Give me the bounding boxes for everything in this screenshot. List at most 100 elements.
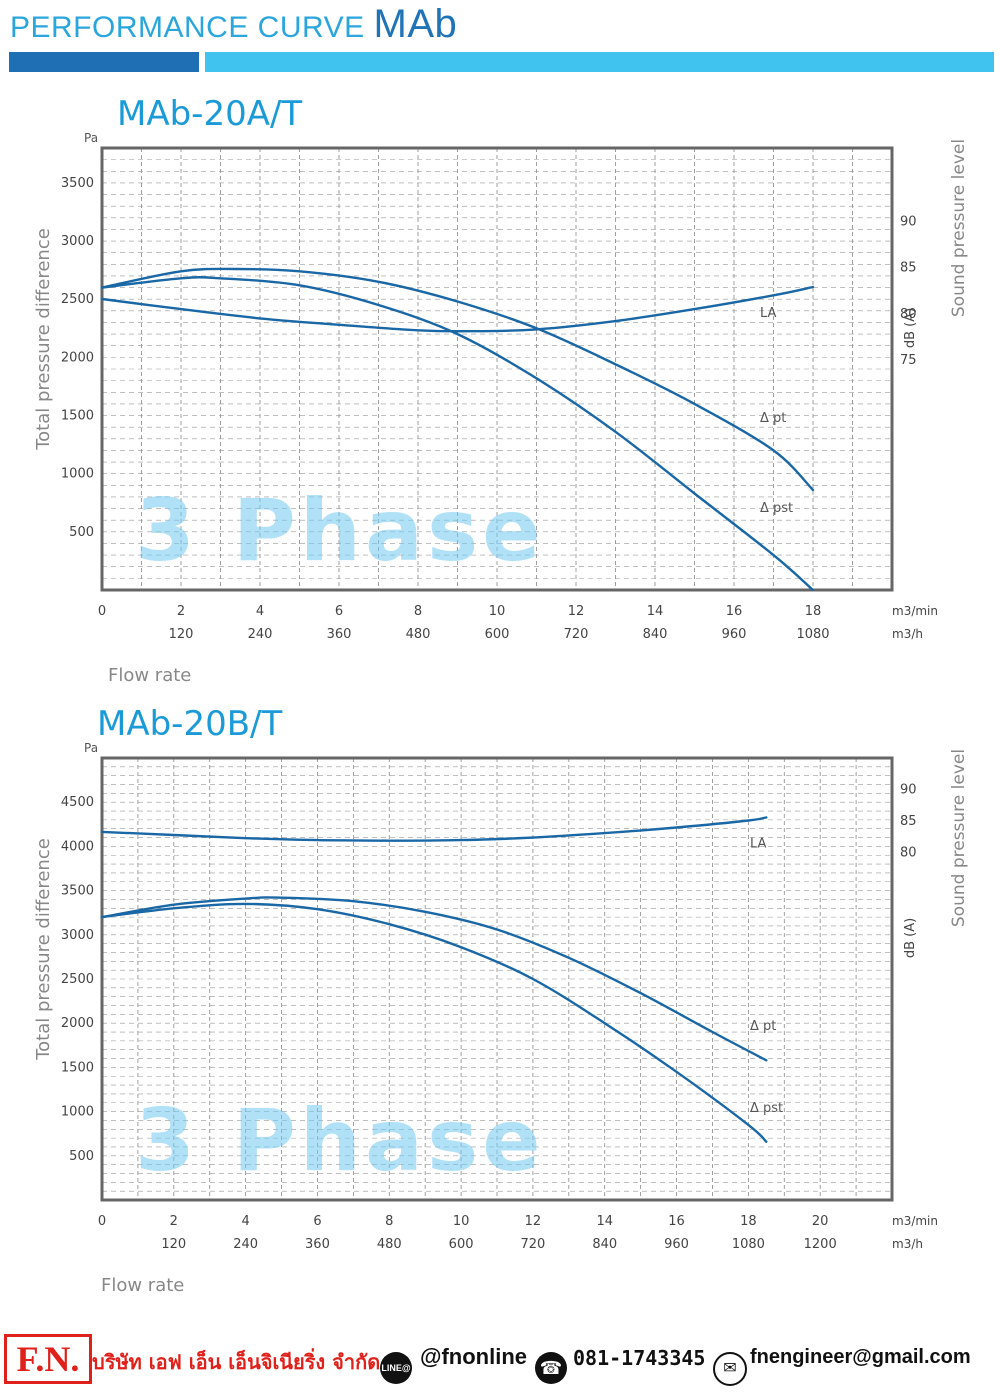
chart-2-title: MAb-20B/T — [97, 704, 283, 744]
watermark: 3 Phase — [135, 481, 545, 581]
series-label-2: LA — [750, 836, 767, 851]
x2-tick-label: 840 — [643, 627, 668, 642]
y-tick-label: 1000 — [61, 1105, 94, 1120]
y-tick-label: 1500 — [61, 1060, 94, 1075]
series-line-0 — [100, 267, 815, 492]
phone-number[interactable]: 081-1743345 — [573, 1346, 706, 1370]
y-tick-label: 3000 — [61, 928, 94, 943]
x-tick-label: 20 — [812, 1214, 829, 1229]
x-tick-label: 10 — [489, 604, 506, 619]
x-tick-label: 12 — [525, 1214, 542, 1229]
x2-tick-label: 1200 — [804, 1237, 837, 1252]
watermark: 3 Phase — [135, 1091, 545, 1191]
x-axis-unit: m3/min — [892, 604, 938, 618]
series-line-1 — [100, 902, 768, 1143]
email-address[interactable]: fnengineer@gmail.com — [750, 1346, 971, 1368]
x-tick-label: 14 — [647, 604, 664, 619]
x-tick-label: 12 — [568, 604, 585, 619]
y-tick-label: 4000 — [61, 839, 94, 854]
y-tick-label: 2500 — [61, 972, 94, 987]
mail-icon: ✉ — [713, 1352, 747, 1386]
y2-axis-title: Sound pressure level — [949, 139, 969, 317]
series-line-2 — [100, 816, 768, 842]
x2-tick-label: 360 — [305, 1237, 330, 1252]
x2-tick-label: 240 — [233, 1237, 258, 1252]
y-tick-label: 3500 — [61, 884, 94, 899]
x2-tick-label: 360 — [327, 627, 352, 642]
x-axis-unit: m3/min — [892, 1214, 938, 1228]
x2-tick-label: 600 — [449, 1237, 474, 1252]
y2-tick-label: 90 — [900, 215, 917, 230]
y-tick-label: 2000 — [61, 350, 94, 365]
y-axis-unit: Pa — [84, 131, 98, 145]
y2-tick-label: 85 — [900, 261, 917, 276]
y2-tick-label: 80 — [900, 307, 917, 322]
y-tick-label: 2000 — [61, 1016, 94, 1031]
y-axis-title: Total pressure difference — [33, 228, 54, 451]
x2-tick-label: 840 — [592, 1237, 617, 1252]
series-line-1 — [100, 276, 815, 592]
y2-tick-label: 80 — [900, 846, 917, 861]
plot-frame — [100, 756, 894, 1202]
x2-tick-label: 960 — [722, 627, 747, 642]
series-label-0: Δ pt — [760, 411, 786, 426]
x-tick-label: 14 — [596, 1214, 613, 1229]
chart-2-svg: Pa50010001500200025003000350040004500808… — [33, 741, 969, 1252]
header-title-model: MAb — [373, 2, 458, 46]
phone-icon: ☎ — [535, 1352, 567, 1384]
chart-1-flow-label: Flow rate — [108, 665, 192, 686]
x2-tick-label: 120 — [161, 1237, 186, 1252]
y-tick-label: 2500 — [61, 292, 94, 307]
y2-axis-title: Sound pressure level — [949, 749, 969, 927]
x-tick-label: 0 — [98, 1214, 106, 1229]
y2-tick-label: 75 — [900, 353, 917, 368]
footer: F.N. บริษัท เอฟ เอ็น เอ็นจิเนียริ่ง จำกั… — [0, 1330, 1000, 1396]
y-axis-title: Total pressure difference — [33, 838, 54, 1061]
x-tick-label: 10 — [453, 1214, 470, 1229]
x2-tick-label: 480 — [377, 1237, 402, 1252]
series-label-1: Δ pst — [750, 1101, 783, 1116]
y-tick-label: 500 — [69, 1149, 94, 1164]
x-tick-label: 6 — [313, 1214, 321, 1229]
y2-tick-label: 90 — [900, 783, 917, 798]
y-tick-label: 500 — [69, 525, 94, 540]
x-tick-label: 2 — [177, 604, 185, 619]
header-title-prefix: PERFORMANCE CURVE — [10, 11, 365, 44]
x-tick-label: 2 — [170, 1214, 178, 1229]
x-tick-label: 6 — [335, 604, 343, 619]
y-tick-label: 1000 — [61, 467, 94, 482]
x2-axis-unit: m3/h — [892, 627, 923, 641]
x2-tick-label: 240 — [248, 627, 273, 642]
y2-tick-label: 85 — [900, 814, 917, 829]
plot-frame — [100, 146, 894, 592]
x2-tick-label: 600 — [485, 627, 510, 642]
y2-axis-unit: dB (A) — [903, 918, 918, 958]
page-header-title: PERFORMANCE CURVE MAb — [10, 2, 457, 47]
x2-tick-label: 960 — [664, 1237, 689, 1252]
x-tick-label: 0 — [98, 604, 106, 619]
chart-2-flow-label: Flow rate — [101, 1275, 185, 1296]
series-line-2 — [100, 285, 815, 333]
x2-tick-label: 720 — [520, 1237, 545, 1252]
fn-logo: F.N. — [4, 1334, 92, 1384]
series-label-2: LA — [760, 306, 777, 321]
x-tick-label: 8 — [385, 1214, 393, 1229]
x2-tick-label: 720 — [564, 627, 589, 642]
y2-axis-unit: dB (A) — [903, 308, 918, 348]
line-id[interactable]: @fnonline — [420, 1344, 527, 1369]
x2-axis-unit: m3/h — [892, 1237, 923, 1251]
series-label-0: Δ pt — [750, 1019, 776, 1034]
y-axis-unit: Pa — [84, 741, 98, 755]
x2-tick-label: 480 — [406, 627, 431, 642]
x-tick-label: 18 — [740, 1214, 757, 1229]
x2-tick-label: 1080 — [732, 1237, 765, 1252]
y-tick-label: 1500 — [61, 409, 94, 424]
x-tick-label: 16 — [726, 604, 743, 619]
x-tick-label: 8 — [414, 604, 422, 619]
header-bar-dark — [9, 52, 199, 72]
header-bar-light — [205, 52, 994, 72]
series-label-1: Δ pst — [760, 501, 793, 516]
series-line-0 — [100, 896, 768, 1062]
x-tick-label: 4 — [241, 1214, 249, 1229]
